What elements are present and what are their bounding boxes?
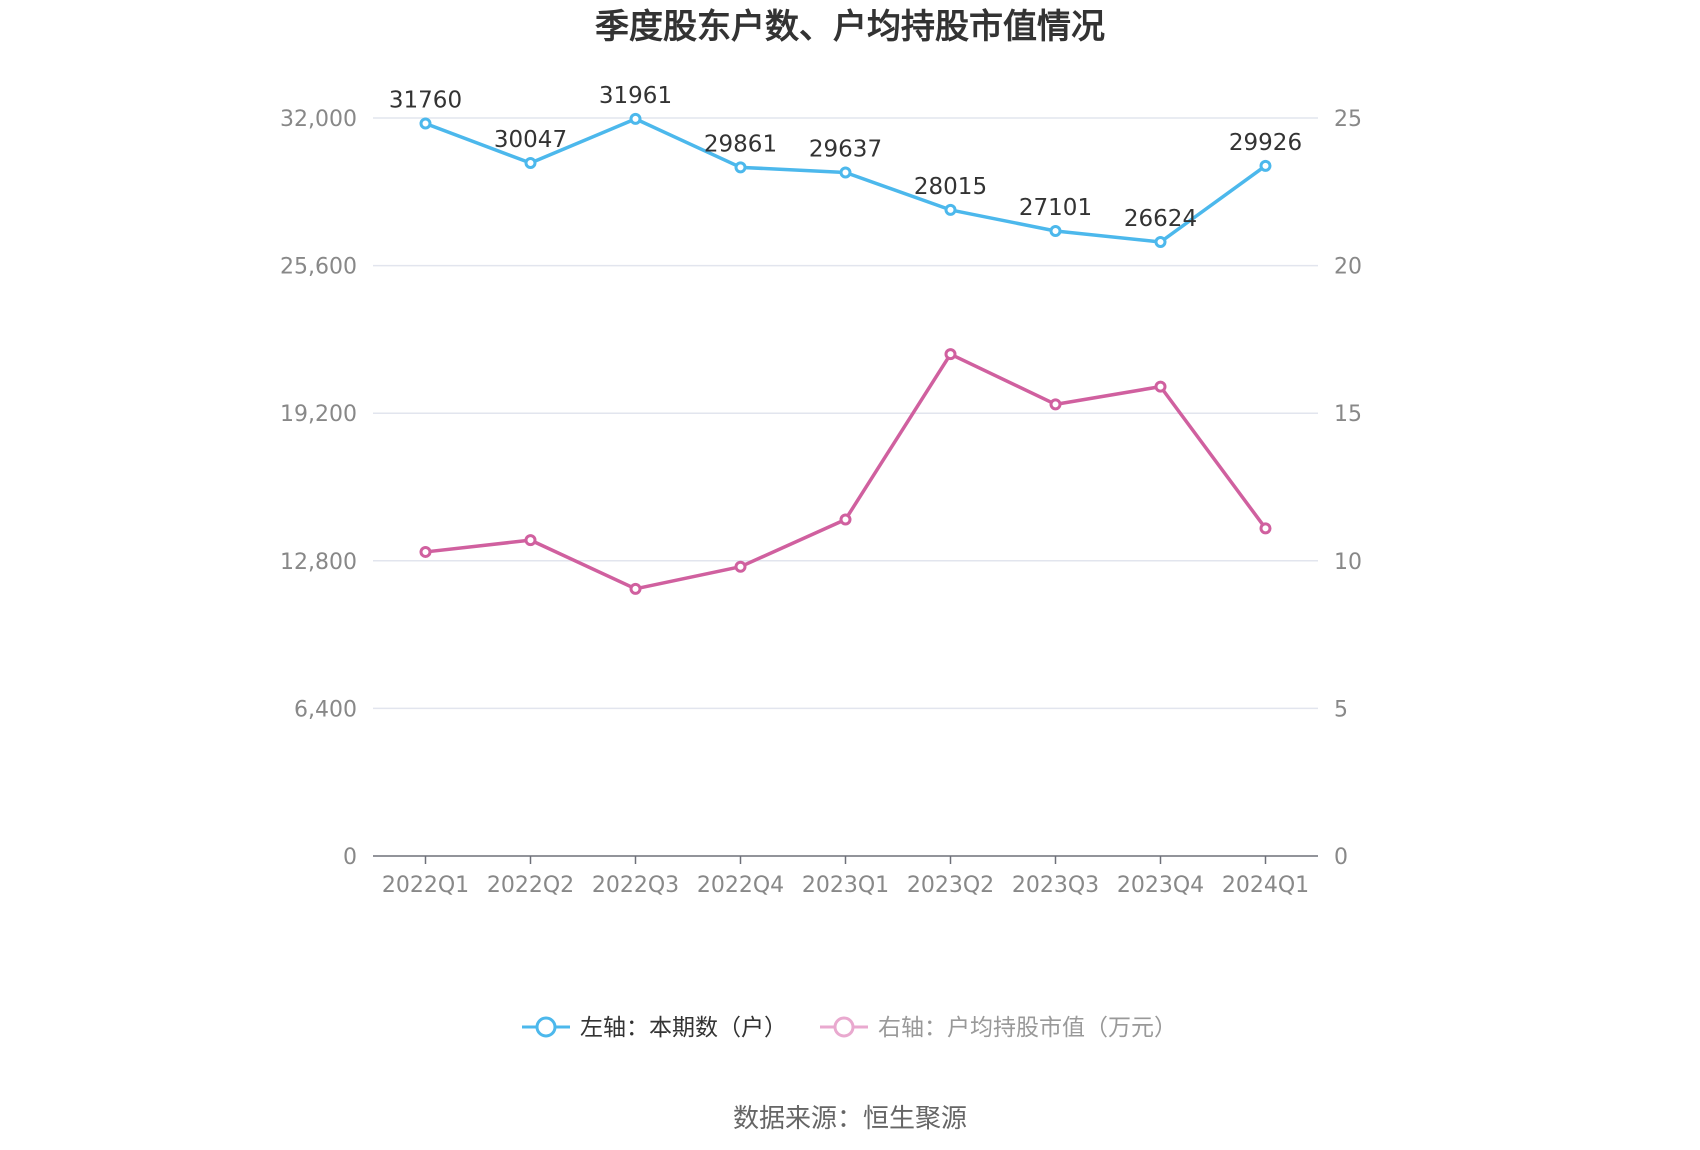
right-axis-ticks: 0 5 10 15 20 25 bbox=[1334, 107, 1362, 870]
x-axis: 2022Q1 2022Q2 2022Q3 2022Q4 2023Q1 2023Q2 2023… bbox=[373, 855, 1318, 898]
data-label: 26624 bbox=[1124, 206, 1197, 232]
left-tick-label: 6,400 bbox=[294, 697, 357, 722]
data-point-left bbox=[1259, 159, 1272, 172]
legend-marker-right bbox=[833, 1016, 855, 1038]
legend-label-left: 左轴：本期数（户） bbox=[580, 1015, 787, 1041]
x-tick-label: 2022Q2 bbox=[487, 873, 574, 898]
gridlines bbox=[373, 117, 1318, 710]
left-tick-label: 0 bbox=[343, 845, 357, 870]
x-tick-label: 2023Q3 bbox=[1012, 873, 1099, 898]
data-point-right bbox=[1259, 522, 1272, 535]
data-point-right bbox=[1049, 398, 1062, 411]
data-label: 29861 bbox=[704, 131, 777, 157]
data-point-right bbox=[944, 348, 957, 361]
right-tick-label: 15 bbox=[1334, 402, 1362, 427]
x-tick-label: 2023Q2 bbox=[907, 873, 994, 898]
data-point-right bbox=[419, 545, 432, 558]
data-point-left bbox=[419, 117, 432, 130]
data-point-left bbox=[524, 157, 537, 170]
data-point-left bbox=[734, 161, 747, 174]
data-label: 28015 bbox=[914, 174, 987, 200]
data-label: 27101 bbox=[1019, 195, 1092, 221]
data-label: 31760 bbox=[389, 88, 462, 114]
data-label: 29637 bbox=[809, 136, 882, 162]
series-line-right bbox=[425, 352, 1267, 591]
left-tick-label: 19,200 bbox=[280, 402, 357, 427]
right-tick-label: 0 bbox=[1334, 845, 1348, 870]
right-tick-label: 25 bbox=[1334, 107, 1362, 132]
source-note: 数据来源：恒生聚源 bbox=[733, 1104, 967, 1134]
data-point-right bbox=[1154, 380, 1167, 393]
data-point-left bbox=[1154, 235, 1167, 248]
data-point-right bbox=[839, 513, 852, 526]
data-label: 31961 bbox=[599, 83, 672, 109]
x-tick-label: 2024Q1 bbox=[1222, 873, 1309, 898]
data-label: 30047 bbox=[494, 127, 567, 153]
series-lines bbox=[419, 112, 1272, 595]
data-point-left bbox=[944, 203, 957, 216]
x-tick-label: 2023Q1 bbox=[802, 873, 889, 898]
data-labels: 31760 30047 31961 29861 29637 28015 27101 26624… bbox=[389, 83, 1302, 232]
left-tick-label: 25,600 bbox=[280, 255, 357, 280]
legend[interactable]: 左轴：本期数（户） 右轴：户均持股市值（万元） bbox=[522, 1015, 1177, 1041]
x-tick-label: 2022Q4 bbox=[697, 873, 784, 898]
chart-title: 季度股东户数、户均持股市值情况 bbox=[595, 7, 1105, 47]
data-point-left bbox=[839, 166, 852, 179]
x-tick-label: 2022Q3 bbox=[592, 873, 679, 898]
legend-item-right-series[interactable]: 右轴：户均持股市值（万元） bbox=[820, 1015, 1177, 1041]
left-axis-ticks: 0 6,400 12,800 19,200 25,600 32,000 bbox=[280, 107, 357, 870]
data-point-right bbox=[524, 534, 537, 547]
data-point-left bbox=[629, 112, 642, 125]
left-tick-label: 12,800 bbox=[280, 550, 357, 575]
right-tick-label: 10 bbox=[1334, 550, 1362, 575]
data-point-left bbox=[1049, 224, 1062, 237]
x-tick-label: 2022Q1 bbox=[382, 873, 469, 898]
data-point-right bbox=[629, 582, 642, 595]
legend-label-right: 右轴：户均持股市值（万元） bbox=[878, 1015, 1177, 1041]
left-tick-label: 32,000 bbox=[280, 107, 357, 132]
legend-item-left-series[interactable]: 左轴：本期数（户） bbox=[522, 1015, 787, 1041]
data-point-right bbox=[734, 560, 747, 573]
data-label: 29926 bbox=[1229, 130, 1302, 156]
legend-marker-left bbox=[535, 1016, 557, 1038]
right-tick-label: 20 bbox=[1334, 255, 1362, 280]
x-tick-label: 2023Q4 bbox=[1117, 873, 1204, 898]
right-tick-label: 5 bbox=[1334, 697, 1348, 722]
